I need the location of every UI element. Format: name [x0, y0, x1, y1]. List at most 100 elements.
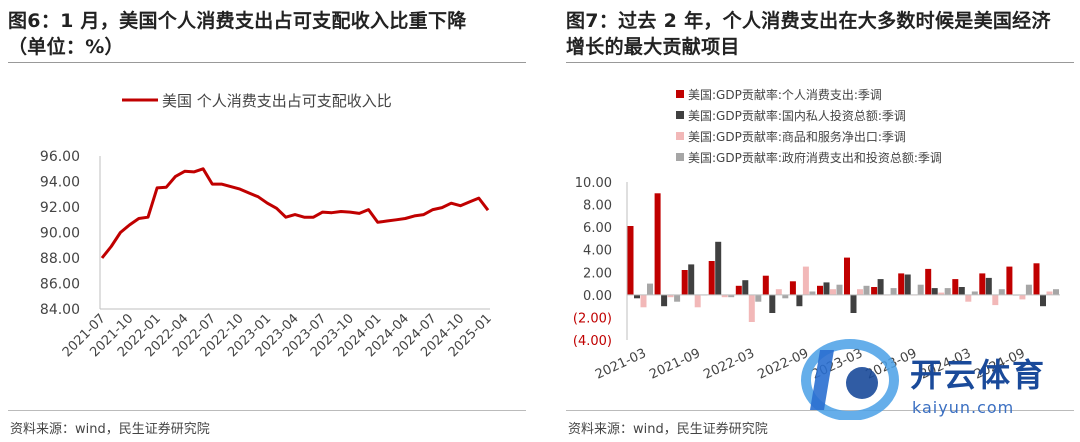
legend-label: 美国:GDP贡献率:政府消费支出和投资总额:季调 — [688, 150, 942, 165]
left-source-divider — [8, 410, 526, 411]
bar — [871, 287, 878, 295]
bar — [823, 282, 830, 295]
bar — [640, 294, 647, 308]
bar — [925, 268, 932, 295]
bar — [1040, 294, 1046, 307]
left-line-chart: 美国 个人消费支出占可支配收入比 84.00 86.00 88.00 90.00 92.0… — [40, 92, 495, 360]
bar — [728, 294, 735, 298]
legend-label: 美国:GDP贡献率:国内私人投资总额:季调 — [688, 108, 906, 123]
bar — [817, 285, 823, 295]
legend-swatch — [676, 153, 684, 161]
bar — [661, 294, 668, 307]
left-source-note: 资料来源：wind，民生证券研究院 — [10, 422, 210, 437]
bar — [965, 294, 972, 302]
y-tick-label: 86.00 — [40, 277, 80, 293]
watermark-url: kaiyun.com — [912, 398, 1015, 417]
bar — [898, 273, 905, 295]
watermark-brand: 开云体育 — [910, 356, 1047, 394]
right-title-divider — [566, 62, 1074, 63]
left-title-divider — [8, 62, 526, 63]
bar — [721, 294, 728, 298]
bar — [809, 291, 816, 295]
legend-label: 美国:GDP贡献率:个人消费支出:季调 — [688, 87, 882, 102]
bar — [1019, 294, 1026, 300]
bar — [998, 289, 1005, 295]
bar — [844, 257, 850, 295]
series-line — [100, 167, 490, 259]
bar — [863, 285, 870, 295]
bar — [674, 294, 681, 302]
bar — [904, 274, 911, 295]
right-source-note: 资料来源：wind，民生证券研究院 — [568, 422, 768, 437]
bar — [708, 261, 715, 295]
bar — [667, 294, 674, 298]
bar — [688, 264, 695, 295]
bar — [979, 273, 986, 295]
bar — [694, 294, 701, 308]
right-title-line2: 增长的最大贡献项目 — [566, 36, 740, 58]
y-tick-label: 6.00 — [583, 221, 612, 236]
bar — [917, 284, 924, 295]
bar — [681, 270, 688, 295]
bar — [634, 294, 640, 299]
bar — [938, 292, 945, 295]
y-tick-label: 94.00 — [40, 175, 80, 191]
bar — [735, 285, 742, 295]
right-chart-title: 图7：过去 2 年，个人消费支出在大多数时候是美国经济 增长的最大贡献项目 — [566, 8, 1051, 60]
bar — [796, 294, 803, 307]
x-tick-label: 2021-09 — [647, 346, 703, 383]
legend-label: 美国:GDP贡献率:商品和服务净出口:季调 — [688, 129, 906, 144]
right-title-line1: 图7：过去 2 年，个人消费支出在大多数时候是美国经济 — [566, 10, 1051, 32]
bar — [715, 241, 722, 295]
bar — [992, 294, 999, 306]
bar — [931, 288, 938, 295]
bar — [762, 275, 769, 295]
y-tick-label: 96.00 — [40, 149, 80, 165]
bar — [775, 289, 782, 295]
bar — [627, 226, 634, 295]
watermark-logo — [801, 339, 899, 420]
bar — [850, 294, 857, 313]
x-tick-label: 2022-03 — [701, 346, 757, 383]
y-tick-label: 90.00 — [40, 226, 80, 242]
y-tick-label: 2.00 — [583, 266, 612, 281]
bar — [952, 279, 959, 295]
legend-swatch — [676, 132, 684, 140]
bar — [755, 294, 762, 302]
x-tick-label: 2021-03 — [593, 346, 649, 383]
y-tick-label: 84.00 — [40, 302, 80, 318]
y-tick-label: 92.00 — [40, 200, 80, 216]
bar — [802, 266, 809, 295]
y-tick-label: (4.00) — [573, 334, 612, 349]
bar — [789, 281, 796, 295]
bar — [877, 279, 884, 295]
bar — [647, 283, 653, 295]
y-tick-label: 10.00 — [575, 176, 612, 191]
bar — [971, 291, 978, 295]
legend-swatch — [676, 90, 684, 98]
bar — [782, 294, 789, 299]
bar — [958, 287, 965, 295]
left-title-line1: 图6：1 月，美国个人消费支出占可支配收入比重下降 — [8, 10, 467, 32]
legend-swatch — [676, 111, 684, 119]
y-tick-label: 88.00 — [40, 251, 80, 267]
bar — [769, 294, 776, 313]
bar — [836, 284, 843, 295]
legend-label: 美国 个人消费支出占可支配收入比 — [162, 92, 392, 110]
y-tick-label: 0.00 — [583, 289, 612, 304]
bar — [944, 288, 951, 295]
bar — [985, 277, 992, 295]
bar — [742, 280, 749, 295]
bar — [1025, 284, 1032, 295]
bar — [890, 288, 897, 295]
bar — [1033, 263, 1040, 295]
bar — [857, 289, 863, 295]
bar — [1046, 291, 1053, 295]
bar — [1053, 289, 1059, 295]
bar — [830, 289, 836, 295]
y-tick-label: (2.00) — [573, 311, 612, 326]
left-chart-title: 图6：1 月，美国个人消费支出占可支配收入比重下降 （单位：%） — [8, 8, 467, 60]
y-tick-label: 8.00 — [583, 199, 612, 214]
bar — [748, 294, 755, 322]
bar — [1006, 266, 1013, 295]
